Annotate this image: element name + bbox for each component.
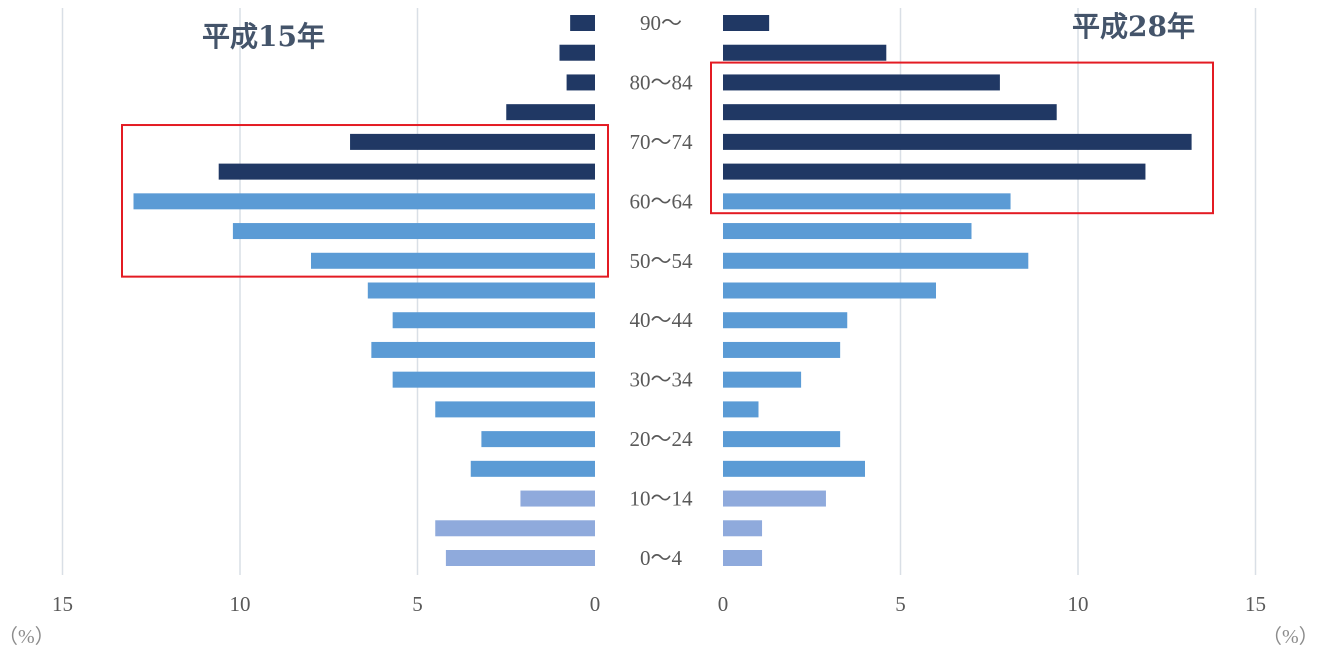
bar-left-13 [218,163,595,180]
bar-right-8 [723,312,848,329]
bar-left-3 [470,460,595,477]
left-bars [133,15,595,566]
bar-right-15 [723,104,1057,121]
tick-label-left: 10 [230,592,251,616]
bar-right-11 [723,223,972,240]
bar-right-1 [723,520,763,537]
bar-left-6 [392,371,595,388]
bar-right-5 [723,401,759,418]
bar-right-10 [723,252,1029,269]
right-unit-label: （%） [1262,625,1319,648]
highlight-box-left [121,124,609,278]
bar-left-15 [506,104,595,121]
bar-left-16 [566,74,595,91]
tick-label-right: 5 [895,592,906,616]
category-labels: 0〜4 10〜14 20〜24 30〜34 40〜44 50〜54 60〜64 70〜74 80… [630,11,693,570]
category-label: 50〜54 [630,249,693,273]
bar-left-2 [520,490,595,507]
category-label: 80〜84 [630,70,693,94]
tick-label-left: 0 [590,592,601,616]
bar-left-9 [367,282,595,299]
gridlines [61,8,1257,575]
bar-right-13 [723,163,1146,180]
bar-right-9 [723,282,936,299]
category-label: 60〜64 [630,189,693,213]
tick-label-right: 15 [1245,592,1266,616]
category-label: 90〜 [640,11,682,35]
tick-label-right: 0 [718,592,729,616]
highlight-boxes [121,61,1214,278]
bar-left-18 [570,15,595,31]
bar-left-10 [311,252,595,269]
bar-right-3 [723,460,865,477]
bar-right-0 [723,550,763,566]
tick-label-right: 10 [1068,592,1089,616]
category-label: 20〜24 [630,427,693,451]
bar-left-17 [559,44,595,61]
bar-left-14 [350,133,595,150]
tick-label-left: 15 [52,592,73,616]
right-bars [723,15,1192,566]
bar-left-11 [232,223,595,240]
highlight-box-right [710,61,1214,215]
bar-right-4 [723,431,841,448]
bar-left-0 [445,550,595,566]
bar-left-4 [481,431,595,448]
bar-right-12 [723,193,1011,210]
bar-right-6 [723,371,802,388]
bar-right-7 [723,341,841,358]
bar-right-16 [723,74,1000,91]
left-unit-label: （%） [0,625,55,648]
category-label: 0〜4 [640,546,682,570]
bar-left-7 [371,341,595,358]
bar-right-14 [723,133,1192,150]
bar-right-2 [723,490,826,507]
category-label: 30〜34 [630,368,693,392]
bar-left-1 [435,520,595,537]
category-label: 70〜74 [630,130,693,154]
bar-left-8 [392,312,595,329]
bar-left-5 [435,401,595,418]
category-label: 10〜14 [630,487,693,511]
bar-right-18 [723,15,770,31]
right-series-title: 平成28年 [1072,10,1195,43]
bar-left-12 [133,193,595,210]
tick-labels: 0 0 5 5 10 10 15 15 [52,592,1266,616]
category-label: 40〜44 [630,308,693,332]
tick-label-left: 5 [412,592,423,616]
bar-right-17 [723,44,887,61]
left-series-title: 平成15年 [202,20,325,53]
